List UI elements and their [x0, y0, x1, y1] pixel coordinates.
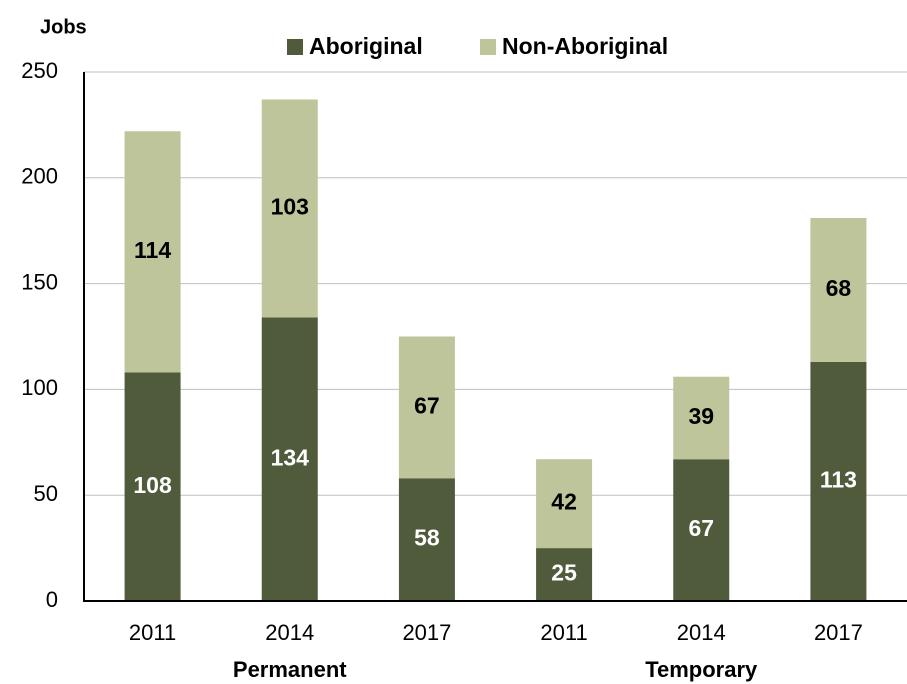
y-tick-label: 250 [21, 58, 58, 83]
legend-label: Aboriginal [309, 33, 423, 59]
bar-segment [810, 361, 867, 601]
bar-segment [810, 218, 867, 362]
x-tick-label: 2014 [265, 620, 314, 645]
data-label: 58 [414, 525, 440, 551]
y-axis-label: Jobs [40, 16, 87, 38]
bar-segment [261, 317, 318, 601]
x-tick-label: 2017 [402, 620, 451, 645]
data-label: 67 [414, 392, 440, 418]
bar-segment [398, 478, 455, 601]
bar-segment [261, 99, 318, 318]
group-label: Temporary [645, 657, 758, 682]
x-tick-label: 2014 [677, 620, 726, 645]
data-label: 39 [688, 403, 714, 429]
bar-segment [673, 376, 730, 460]
group-label: Permanent [233, 657, 347, 682]
bar-segment [124, 372, 181, 601]
data-label: 25 [551, 560, 577, 586]
y-tick-label: 50 [34, 481, 58, 506]
x-tick-label: 2011 [540, 620, 587, 645]
data-label: 42 [551, 489, 577, 515]
legend-swatch [480, 39, 496, 55]
x-tick-label: 2017 [814, 620, 863, 645]
bar-segment [124, 131, 181, 373]
bar-segment [398, 336, 455, 479]
bar-segment [536, 548, 593, 601]
bar-segment [673, 459, 730, 601]
data-label: 108 [133, 472, 172, 498]
data-label: 114 [134, 237, 171, 263]
y-tick-label: 150 [21, 269, 58, 294]
legend-label: Non-Aboriginal [502, 33, 668, 59]
y-tick-label: 100 [21, 375, 58, 400]
data-label: 113 [820, 467, 857, 493]
y-tick-label: 200 [21, 164, 58, 189]
data-label: 103 [271, 194, 309, 220]
x-tick-label: 2011 [129, 620, 176, 645]
y-tick-label: 0 [46, 587, 58, 612]
legend-swatch [287, 39, 303, 55]
data-label: 67 [688, 515, 714, 541]
bar-segment [536, 459, 593, 549]
data-label: 134 [271, 444, 310, 470]
data-label: 68 [826, 275, 852, 301]
